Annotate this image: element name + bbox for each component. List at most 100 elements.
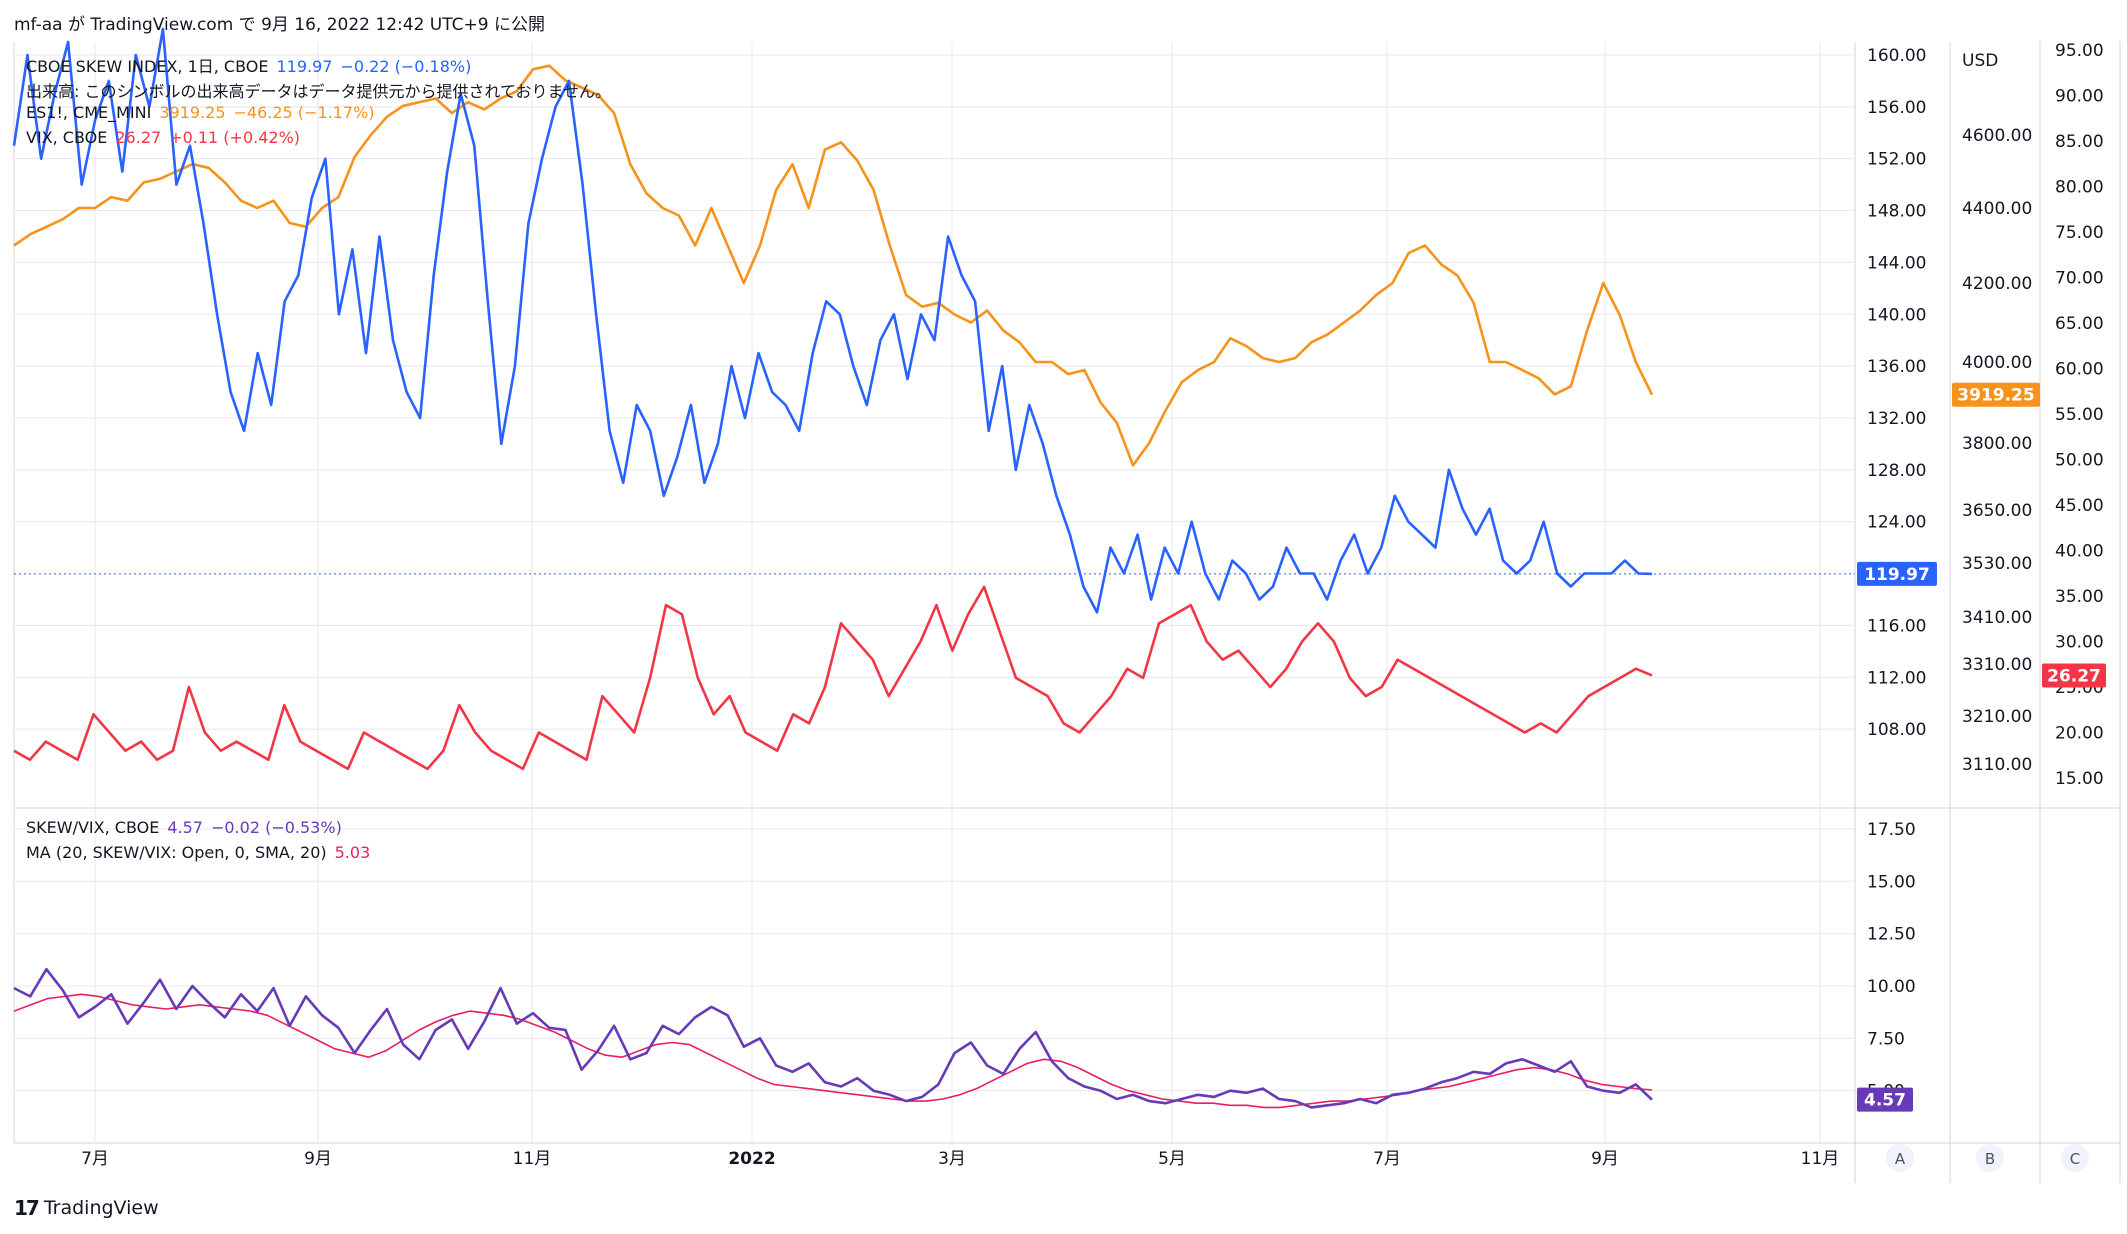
volume-note: 出来高: このシンボルの出来高データはデータ提供元から提供されておりません。 bbox=[26, 82, 612, 101]
es-axis-tick: 3410.00 bbox=[1962, 608, 2032, 628]
vix-axis-tick: 65.00 bbox=[2055, 314, 2104, 334]
legend-es-change: −46.25 (−1.17%) bbox=[233, 103, 375, 122]
vix-axis-tick: 35.00 bbox=[2055, 587, 2104, 607]
es-last-badge: 3919.25 bbox=[1957, 386, 2034, 406]
vix-axis-tick: 95.00 bbox=[2055, 41, 2104, 61]
vix-last-badge-bg bbox=[2042, 663, 2106, 688]
legend-skew: CBOE SKEW INDEX, 1日, CBOE 119.97 −0.22 (−0… bbox=[26, 53, 479, 77]
legend-es-name: ES1!, CME_MINI bbox=[26, 103, 152, 122]
x-tick-label: 11月 bbox=[1801, 1149, 1840, 1169]
x-tick-label: 3月 bbox=[938, 1149, 966, 1169]
legend-ratio-value: 4.57 bbox=[167, 818, 203, 837]
vix-axis-tick: 80.00 bbox=[2055, 178, 2104, 198]
scale-button-label: C bbox=[2070, 1150, 2080, 1168]
es-series-line bbox=[13, 64, 1654, 467]
legend-ma-name: MA (20, SKEW/VIX: Open, 0, SMA, 20) bbox=[26, 843, 327, 862]
vix-axis-tick: 90.00 bbox=[2055, 87, 2104, 107]
legend-ratio-name: SKEW/VIX, CBOE bbox=[26, 818, 160, 837]
skew-series-line bbox=[12, 27, 1653, 614]
vix-axis-tick: 70.00 bbox=[2055, 269, 2104, 289]
skew-axis-tick: 132.00 bbox=[1867, 409, 1926, 429]
legend-ma-value: 5.03 bbox=[334, 843, 371, 862]
es-axis-tick: 3650.00 bbox=[1962, 501, 2032, 521]
legend-volume-note: 出来高: このシンボルの出来高データはデータ提供元から提供されておりません。 bbox=[26, 78, 619, 102]
es-axis-tick: 3210.00 bbox=[1962, 707, 2032, 727]
es-axis-tick: 4000.00 bbox=[1962, 353, 2032, 373]
legend-skew-value: 119.97 bbox=[276, 57, 333, 76]
ratio-axis-tick: 15.00 bbox=[1867, 872, 1916, 892]
x-tick-label: 5月 bbox=[1158, 1149, 1186, 1169]
x-tick-label: 9月 bbox=[1591, 1149, 1619, 1169]
scale-button-label: B bbox=[1985, 1150, 1995, 1168]
es-axis-tick: 3800.00 bbox=[1962, 434, 2032, 454]
x-tick-label: 2022 bbox=[728, 1149, 775, 1169]
vix-axis-tick: 40.00 bbox=[2055, 542, 2104, 562]
brand-label: TradingView bbox=[43, 1197, 159, 1219]
skew-axis-tick: 156.00 bbox=[1867, 98, 1926, 118]
skew-axis-tick: 144.00 bbox=[1867, 253, 1926, 273]
vix-axis-tick: 30.00 bbox=[2055, 633, 2104, 653]
legend-ma: MA (20, SKEW/VIX: Open, 0, SMA, 20) 5.03 bbox=[26, 843, 378, 862]
vix-series-line bbox=[13, 585, 1653, 771]
skew-axis-tick: 124.00 bbox=[1867, 513, 1926, 533]
legend-ratio: SKEW/VIX, CBOE 4.57 −0.02 (−0.53%) bbox=[26, 818, 350, 837]
ratio-axis-tick: 10.00 bbox=[1867, 977, 1916, 997]
ratio-axis-tick: 7.50 bbox=[1867, 1029, 1905, 1049]
skew-axis-tick: 148.00 bbox=[1867, 202, 1926, 222]
ratio-last-badge-bg bbox=[1857, 1087, 1913, 1112]
skew-axis-tick: 128.00 bbox=[1867, 461, 1926, 481]
scale-button-label: A bbox=[1895, 1150, 1906, 1168]
scale-button-b[interactable] bbox=[1976, 1144, 2004, 1172]
es-last-badge-bg bbox=[1952, 382, 2040, 407]
es-axis-unit: USD bbox=[1962, 51, 1998, 71]
skew-axis-tick: 116.00 bbox=[1867, 616, 1926, 636]
vix-axis-tick: 55.00 bbox=[2055, 405, 2104, 425]
vix-axis-tick: 60.00 bbox=[2055, 360, 2104, 380]
x-tick-label: 7月 bbox=[1373, 1149, 1401, 1169]
skew-last-badge-bg bbox=[1857, 561, 1937, 586]
vix-axis-tick: 75.00 bbox=[2055, 223, 2104, 243]
x-tick-label: 9月 bbox=[304, 1149, 332, 1169]
skew-last-badge: 119.97 bbox=[1864, 565, 1930, 585]
vix-last-badge: 26.27 bbox=[2047, 666, 2101, 686]
legend-skew-name: CBOE SKEW INDEX, 1日, CBOE bbox=[26, 57, 269, 76]
vix-axis-tick: 20.00 bbox=[2055, 724, 2104, 744]
es-axis-tick: 4200.00 bbox=[1962, 274, 2032, 294]
x-tick-label: 7月 bbox=[81, 1149, 109, 1169]
vix-axis-tick: 15.00 bbox=[2055, 769, 2104, 789]
ratio-series-line bbox=[13, 967, 1653, 1109]
legend-vix-change: +0.11 (+0.42%) bbox=[169, 128, 301, 147]
skew-axis-tick: 108.00 bbox=[1867, 720, 1926, 740]
ratio-last-badge: 4.57 bbox=[1864, 1091, 1906, 1111]
publish-header: mf-aa が TradingView.com で 9月 16, 2022 12… bbox=[14, 15, 545, 35]
tradingview-logo-icon: 𝟭𝟳 bbox=[14, 1196, 40, 1220]
skew-axis-tick: 136.00 bbox=[1867, 357, 1926, 377]
skew-axis-tick: 112.00 bbox=[1867, 668, 1926, 688]
legend-vix-name: VIX, CBOE bbox=[26, 128, 108, 147]
vix-axis-tick: 85.00 bbox=[2055, 132, 2104, 152]
es-axis-tick: 3110.00 bbox=[1962, 755, 2032, 775]
es-axis-tick: 4400.00 bbox=[1962, 199, 2032, 219]
skew-axis-tick: 160.00 bbox=[1867, 46, 1926, 66]
scale-button-c[interactable] bbox=[2061, 1144, 2089, 1172]
es-axis-tick: 3530.00 bbox=[1962, 554, 2032, 574]
es-axis-tick: 3310.00 bbox=[1962, 655, 2032, 675]
x-tick-label: 11月 bbox=[513, 1149, 552, 1169]
ratio-axis-tick: 12.50 bbox=[1867, 925, 1916, 945]
legend-ratio-change: −0.02 (−0.53%) bbox=[210, 818, 342, 837]
skew-axis-tick: 140.00 bbox=[1867, 305, 1926, 325]
legend-vix-value: 26.27 bbox=[115, 128, 162, 147]
skew-axis-tick: 152.00 bbox=[1867, 150, 1926, 170]
ma-series-line bbox=[13, 993, 1653, 1109]
vix-axis-tick: 45.00 bbox=[2055, 496, 2104, 516]
scale-button-a[interactable] bbox=[1886, 1144, 1914, 1172]
es-axis-tick: 4600.00 bbox=[1962, 126, 2032, 146]
tradingview-logo[interactable]: 𝟭𝟳 TradingView bbox=[14, 1196, 159, 1220]
legend-es: ES1!, CME_MINI 3919.25 −46.25 (−1.17%) bbox=[26, 103, 383, 122]
legend-es-value: 3919.25 bbox=[159, 103, 226, 122]
legend-vix: VIX, CBOE 26.27 +0.11 (+0.42%) bbox=[26, 128, 308, 147]
legend-skew-change: −0.22 (−0.18%) bbox=[340, 57, 472, 76]
ratio-axis-tick: 17.50 bbox=[1867, 820, 1916, 840]
vix-axis-tick: 50.00 bbox=[2055, 451, 2104, 471]
